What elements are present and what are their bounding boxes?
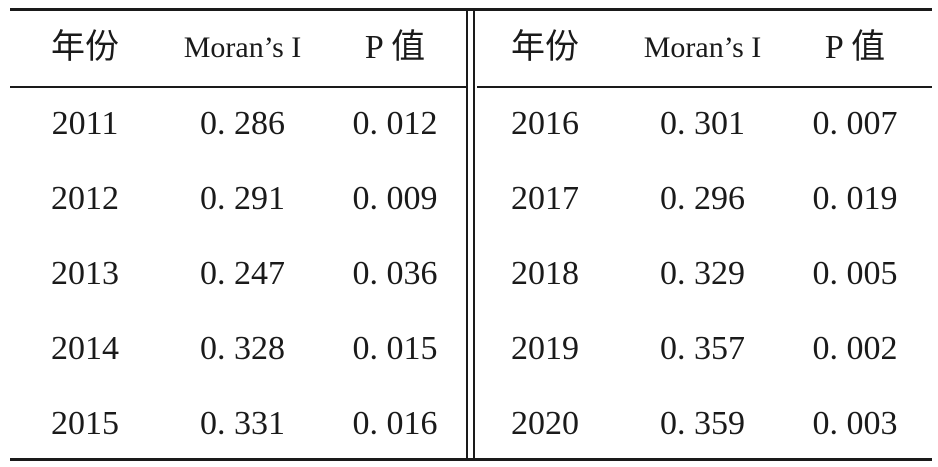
table-cell: 2018	[511, 255, 579, 292]
table-cell: 0. 328	[200, 330, 285, 367]
table-cell: 0. 002	[812, 330, 898, 367]
table-cell: 0. 007	[812, 105, 898, 142]
header-moran-left: Moran’s I	[183, 31, 302, 64]
table-cell: 0. 003	[812, 405, 898, 442]
table-cell: 0. 329	[660, 255, 745, 292]
table-cell: 2013	[51, 255, 119, 292]
header-rule-left	[10, 86, 466, 88]
double-divider-line-2	[473, 11, 475, 458]
table-cell: 0. 036	[352, 255, 438, 292]
table-cell: 0. 005	[812, 255, 898, 292]
header-year-right: 年份	[511, 29, 579, 66]
header-pvalue-right: P 值	[824, 29, 886, 66]
table-cell: 0. 019	[812, 180, 898, 217]
table-cell: 0. 296	[660, 180, 745, 217]
table-cell: 0. 357	[660, 330, 745, 367]
table-cell: 0. 016	[352, 405, 438, 442]
table-cell: 2014	[51, 330, 119, 367]
header-year-left: 年份	[51, 29, 119, 66]
header-rule-right	[477, 86, 932, 88]
table-cell: 2020	[511, 405, 579, 442]
table-cell: 2011	[51, 105, 119, 142]
table-cell: 0. 301	[660, 105, 745, 142]
top-rule	[10, 8, 932, 11]
table-cell: 0. 009	[352, 180, 438, 217]
table-cell: 2016	[511, 105, 579, 142]
header-pvalue-left: P 值	[364, 29, 426, 66]
table-cell: 0. 247	[200, 255, 285, 292]
table-cell: 0. 015	[352, 330, 438, 367]
table-cell: 0. 012	[352, 105, 438, 142]
table-cell: 2015	[51, 405, 119, 442]
header-moran-right: Moran’s I	[643, 31, 762, 64]
table-cell: 2017	[511, 180, 579, 217]
table-cell: 0. 359	[660, 405, 745, 442]
table-cell: 0. 291	[200, 180, 285, 217]
bottom-rule	[10, 458, 932, 461]
table-cell: 2019	[511, 330, 579, 367]
table-cell: 0. 286	[200, 105, 285, 142]
table-cell: 0. 331	[200, 405, 285, 442]
double-divider-line-1	[466, 11, 468, 458]
table-cell: 2012	[51, 180, 119, 217]
